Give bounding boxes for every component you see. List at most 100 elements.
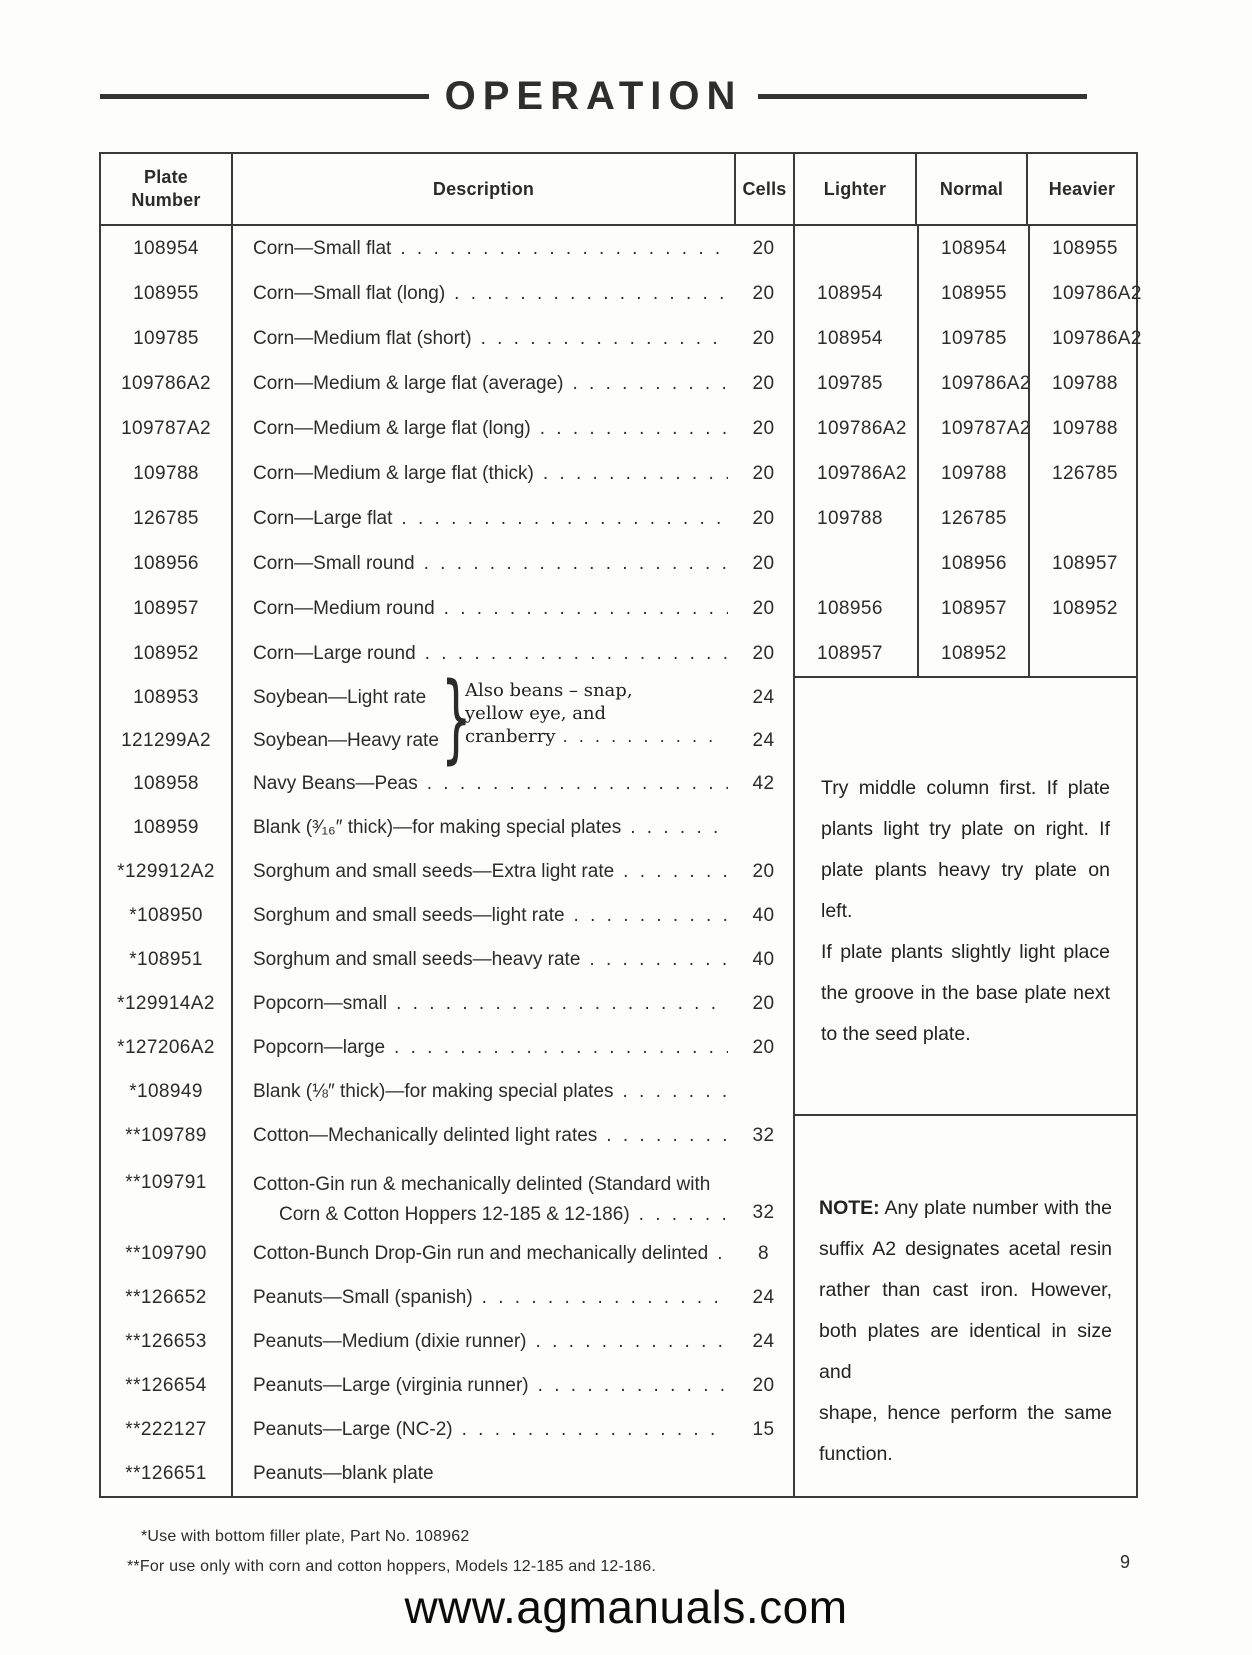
soybean-row-group: 108953 121299A2 Soybean—Light rate Soybe… xyxy=(101,668,793,768)
description-text: Cotton-Gin run & mechanically delinted (… xyxy=(253,1173,711,1195)
description-cell: Navy Beans—Peas xyxy=(231,762,734,806)
table-row: **126651 Peanuts—blank plate xyxy=(101,1452,793,1496)
plate-number-cell: **126652 xyxy=(125,1287,207,1308)
description-text: Sorghum and small seeds—Extra light rate xyxy=(253,861,615,882)
dot-leader xyxy=(424,553,728,575)
advice-line: plants light try plate on right. If xyxy=(821,818,1110,840)
note-line: function. xyxy=(819,1443,893,1465)
description-cell: Peanuts—Large (NC-2) xyxy=(231,1408,734,1452)
normal-cell: 108954 xyxy=(917,226,1028,271)
table-row: **126652 Peanuts—Small (spanish) 24 xyxy=(101,1276,793,1320)
cells-value: 32 xyxy=(752,1202,775,1223)
description-cell: Corn—Small flat xyxy=(231,226,734,271)
description-text: Corn—Medium round xyxy=(253,597,435,619)
heavier-cell xyxy=(1028,496,1138,541)
dot-leader xyxy=(589,949,728,971)
description-cell: Corn—Large flat xyxy=(231,496,734,541)
description-text: Popcorn—small xyxy=(253,993,388,1014)
dot-leader xyxy=(482,1287,728,1309)
table-left-section: 108954 Corn—Small flat 20 108955 Corn—Sm… xyxy=(101,226,793,1496)
heavier-cell: 109786A2 xyxy=(1028,271,1141,316)
description-cell: Cotton-Gin run & mechanically delinted (… xyxy=(231,1158,734,1232)
note-line: rather than cast iron. However, xyxy=(819,1279,1112,1301)
normal-cell: 108952 xyxy=(917,631,1028,676)
description-cell: Peanuts—Large (virginia runner) xyxy=(231,1364,734,1408)
note-label: NOTE: xyxy=(819,1197,880,1219)
description-text: Corn—Small round xyxy=(253,552,415,574)
plate-number-cell: **222127 xyxy=(125,1419,207,1440)
lighter-cell: 108954 xyxy=(817,282,883,304)
cells-value: 24 xyxy=(752,1287,775,1308)
description-text: Cotton—Mechanically delinted light rates xyxy=(253,1125,598,1146)
description-cell: Blank (⅛″ thick)—for making special plat… xyxy=(231,1070,734,1114)
description-text: Peanuts—Large (virginia runner) xyxy=(253,1375,529,1396)
soybean-annotation: Also beans – snap, yellow eye, and cranb… xyxy=(465,679,715,748)
page-header: OPERATION xyxy=(100,74,1088,119)
cells-value: 20 xyxy=(752,237,775,259)
table-row: *129912A2 Sorghum and small seeds—Extra … xyxy=(101,850,793,894)
normal-cell: 109788 xyxy=(917,451,1028,496)
description-two-line: Cotton-Gin run & mechanically delinted (… xyxy=(253,1161,728,1230)
plate-number-cell: 108959 xyxy=(133,817,199,838)
cells-value: 8 xyxy=(758,1243,769,1264)
plate-number-cell: **109790 xyxy=(125,1243,207,1264)
table-row: 109788 Corn—Medium & large flat (thick) … xyxy=(101,451,793,496)
plate-number-cell: 108957 xyxy=(133,597,199,619)
normal-cell: 108955 xyxy=(917,271,1028,316)
description-cell: Corn—Medium & large flat (long) xyxy=(231,406,734,451)
plate-table: Plate Number Description Cells Lighter N… xyxy=(99,152,1141,1498)
dot-leader xyxy=(543,463,728,485)
advice-line: Try middle column first. If plate xyxy=(821,777,1110,799)
description-cell: Corn—Medium & large flat (thick) xyxy=(231,451,734,496)
dot-leader xyxy=(427,773,728,795)
description-cell: Peanuts—blank plate xyxy=(231,1452,734,1496)
plate-number-cell: 108954 xyxy=(133,237,199,259)
description-cell: Popcorn—large xyxy=(231,1026,734,1070)
description-text: Sorghum and small seeds—light rate xyxy=(253,905,565,926)
advice-line: If plate plants slightly light place xyxy=(821,941,1110,963)
table-row: 108956 Corn—Small round 20 xyxy=(101,541,793,586)
table-row: *108949 Blank (⅛″ thick)—for making spec… xyxy=(101,1070,793,1114)
description-text: Corn—Large round xyxy=(253,642,416,664)
header-cells: Cells xyxy=(734,154,793,224)
plate-number-cell: **126653 xyxy=(125,1331,207,1352)
table-row: 108952 Corn—Large round 20 xyxy=(101,631,793,676)
plate-number-cell: **109789 xyxy=(125,1125,207,1146)
description-cell: Peanuts—Small (spanish) xyxy=(231,1276,734,1320)
description-text: Soybean—Heavy rate xyxy=(253,729,439,751)
advice-line: plate plants heavy try plate on left. xyxy=(821,859,1110,922)
header-rule-left xyxy=(100,94,429,99)
dot-leader xyxy=(401,508,728,530)
cells-value: 20 xyxy=(752,1037,775,1058)
cells-value: 32 xyxy=(752,1125,775,1146)
dot-leader xyxy=(538,1375,728,1397)
advice-text-box: Try middle column first. If plate plants… xyxy=(795,676,1136,1114)
dot-leader xyxy=(540,418,728,440)
header-normal: Normal xyxy=(915,154,1026,224)
plate-number-cell: 109785 xyxy=(133,327,199,349)
dot-leader xyxy=(396,993,728,1015)
dot-leader xyxy=(623,861,728,883)
heavier-cell: 109788 xyxy=(1028,361,1138,406)
normal-cell: 126785 xyxy=(917,496,1028,541)
cells-column: 24 24 xyxy=(734,676,793,762)
table-header-row: Plate Number Description Cells Lighter N… xyxy=(101,154,1136,226)
plate-number-cell: *129912A2 xyxy=(117,861,215,882)
description-cell: Corn—Small flat (long) xyxy=(231,271,734,316)
header-description: Description xyxy=(231,154,734,224)
plate-number-cell: 126785 xyxy=(133,507,199,529)
description-cell: Corn—Medium flat (short) xyxy=(231,316,734,361)
heavier-cell: 109786A2 xyxy=(1028,316,1141,361)
footnote-single-asterisk: *Use with bottom filler plate, Part No. … xyxy=(141,1528,470,1545)
table-body: 108954 Corn—Small flat 20 108955 Corn—Sm… xyxy=(101,226,1141,1496)
plate-number-cell: 108953 121299A2 xyxy=(101,676,231,762)
table-row: 109785 Corn—Medium flat (short) 20 xyxy=(101,316,793,361)
description-cell: Sorghum and small seeds—light rate xyxy=(231,894,734,938)
header-rule-right xyxy=(758,94,1088,99)
dot-leader xyxy=(444,598,728,620)
annotation-line: Also beans – snap, xyxy=(465,680,633,701)
plate-number-cell: 108955 xyxy=(133,282,199,304)
description-cell: Peanuts—Medium (dixie runner) xyxy=(231,1320,734,1364)
plate-number-cell: 109786A2 xyxy=(121,372,211,394)
description-text: Peanuts—blank plate xyxy=(253,1463,434,1484)
